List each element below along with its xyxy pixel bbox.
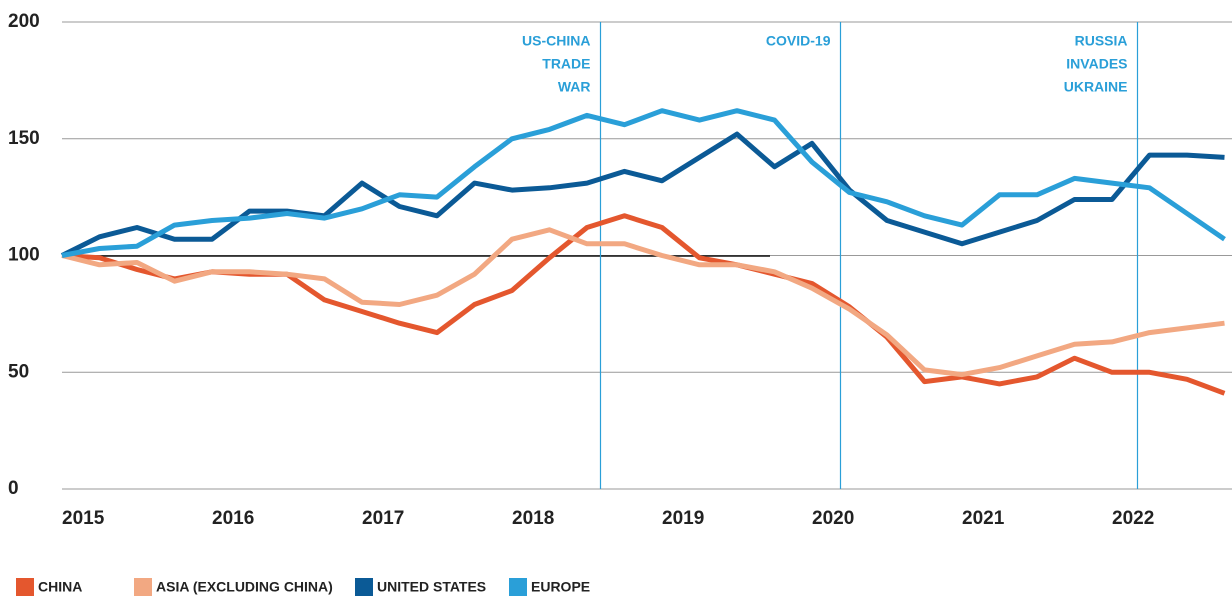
legend-label: UNITED STATES bbox=[377, 579, 486, 595]
event-label: COVID-19 bbox=[766, 33, 831, 49]
y-tick-label: 0 bbox=[8, 478, 19, 499]
x-tick-label: 2020 bbox=[812, 508, 854, 529]
y-tick-label: 50 bbox=[8, 361, 29, 382]
series-line bbox=[61, 108, 1226, 258]
series-line bbox=[60, 131, 1225, 258]
x-tick-label: 2018 bbox=[512, 508, 554, 529]
event-label: WAR bbox=[558, 79, 591, 95]
legend-label: CHINA bbox=[38, 579, 82, 595]
event-label: INVADES bbox=[1066, 56, 1127, 72]
x-tick-label: 2022 bbox=[1112, 508, 1154, 529]
x-tick-label: 2015 bbox=[62, 508, 105, 529]
legend-swatch bbox=[134, 578, 152, 596]
event-label: UKRAINE bbox=[1064, 79, 1128, 95]
x-tick-label: 2017 bbox=[362, 508, 404, 529]
event-label: TRADE bbox=[542, 56, 590, 72]
y-tick-label: 150 bbox=[8, 128, 40, 149]
event-label: RUSSIA bbox=[1075, 33, 1128, 49]
x-tick-label: 2016 bbox=[212, 508, 254, 529]
y-tick-label: 200 bbox=[8, 11, 40, 32]
legend-swatch bbox=[16, 578, 34, 596]
series-line bbox=[61, 227, 1225, 378]
y-tick-label: 100 bbox=[8, 245, 40, 266]
legend-swatch bbox=[509, 578, 527, 596]
legend-swatch bbox=[355, 578, 373, 596]
x-tick-label: 2019 bbox=[662, 508, 704, 529]
legend-label: EUROPE bbox=[531, 579, 590, 595]
legend-label: ASIA (EXCLUDING CHINA) bbox=[156, 579, 333, 595]
x-tick-label: 2021 bbox=[962, 508, 1005, 529]
event-label: US-CHINA bbox=[522, 33, 590, 49]
series-line bbox=[61, 213, 1226, 396]
